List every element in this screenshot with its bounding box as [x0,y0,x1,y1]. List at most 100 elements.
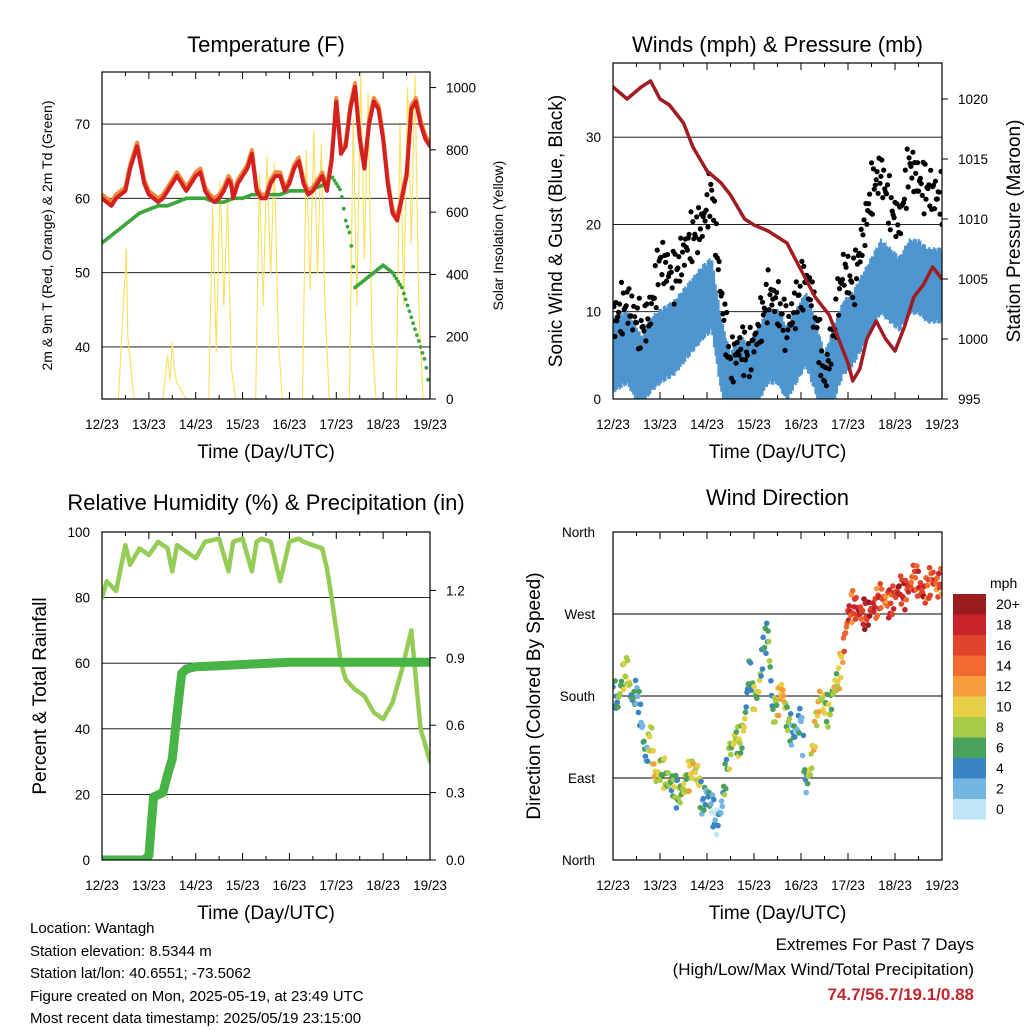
gust-point [879,157,885,163]
dewpoint-point [418,345,423,349]
gust-point [675,265,681,271]
gust-point [833,296,839,302]
gust-point [783,303,789,309]
direction-point [637,701,644,708]
panel-2: Relative Humidity (%) & Precipitation (i… [30,490,465,924]
gust-point [934,196,940,202]
gust-point [786,313,792,319]
x-axis-label: Time (Day/UTC) [197,442,335,463]
direction-point [883,593,889,600]
direction-point [751,683,757,690]
gust-point [759,299,766,305]
gust-point [903,205,909,211]
direction-point [726,766,733,772]
gust-point [748,367,754,373]
direction-point [914,563,920,569]
gust-point [884,182,891,188]
dewpoint-point [400,285,404,290]
gust-point [904,146,910,152]
gust-point [880,195,886,201]
direction-point [804,780,811,787]
direction-point [842,630,849,636]
gust-point [722,301,728,307]
direction-point [888,600,894,607]
gust-point [862,242,868,249]
gust-point [699,233,705,239]
direction-point [840,659,846,666]
y-tick-label: 60 [75,656,90,671]
x-tick-label: 19/23 [413,417,447,432]
station-latlon: Station lat/lon: 40.6551; -73.5062 [30,965,252,982]
direction-point [677,800,683,806]
direction-point [686,788,692,794]
gust-point [923,196,929,202]
direction-point [639,722,646,729]
x-tick-label: 13/23 [132,417,166,432]
gust-point [800,307,806,313]
dewpoint-point [394,276,399,281]
extremes-title: Extremes For Past 7 Days [775,935,974,954]
gust-point [841,282,847,288]
y-tick-label: North [562,853,595,868]
dewpoint-point [347,230,352,235]
direction-point [861,626,868,633]
y2-tick-label: 600 [446,205,469,220]
gust-point [871,186,877,192]
y-tick-label: 50 [75,266,90,281]
legend-swatch [953,778,986,799]
gust-point [680,249,686,255]
direction-point [772,719,778,725]
direction-point [890,583,896,589]
gust-point [915,160,921,166]
y-tick-label: 0 [82,853,90,868]
direction-point [938,565,942,572]
gust-point [779,311,785,317]
legend-swatch [953,676,986,697]
gust-point [825,358,831,364]
direction-point [908,579,914,586]
gust-point [719,290,725,296]
gust-point [917,175,924,181]
direction-point [641,738,647,745]
dewpoint-point [336,184,341,189]
direction-point [723,756,730,763]
gust-point [881,167,887,173]
gust-point [857,259,863,265]
direction-point [742,715,748,722]
gust-point [730,379,736,385]
direction-point [622,674,629,680]
direction-point [759,666,766,672]
direction-point [840,635,847,641]
gust-point [764,320,770,326]
gust-point [938,168,942,175]
direction-point [708,801,714,807]
direction-point [808,751,814,757]
gust-point [713,221,720,227]
gust-point [797,283,803,289]
gust-point [906,155,912,161]
direction-point [898,601,905,607]
dewpoint-point [420,351,425,355]
direction-point [747,660,754,666]
gust-point [673,278,679,284]
x-tick-label: 18/23 [878,878,912,893]
y2-tick-label: 800 [446,143,469,158]
dewpoint-point [349,244,354,248]
y2-tick-label: 0.0 [446,853,465,868]
direction-point [853,594,859,601]
x-tick-label: 19/23 [413,878,447,893]
gust-point [684,247,690,253]
direction-point [737,740,743,746]
gust-point [763,281,769,287]
gust-point [615,314,621,320]
direction-point [837,674,844,681]
direction-point [766,638,772,645]
gust-point [679,272,685,278]
gust-point [766,307,772,313]
y-tick-label: 40 [75,340,90,355]
direction-point [690,760,697,767]
direction-point [825,724,831,730]
direction-point [760,634,766,641]
gust-point [893,233,899,240]
x-tick-label: 14/23 [690,417,724,432]
